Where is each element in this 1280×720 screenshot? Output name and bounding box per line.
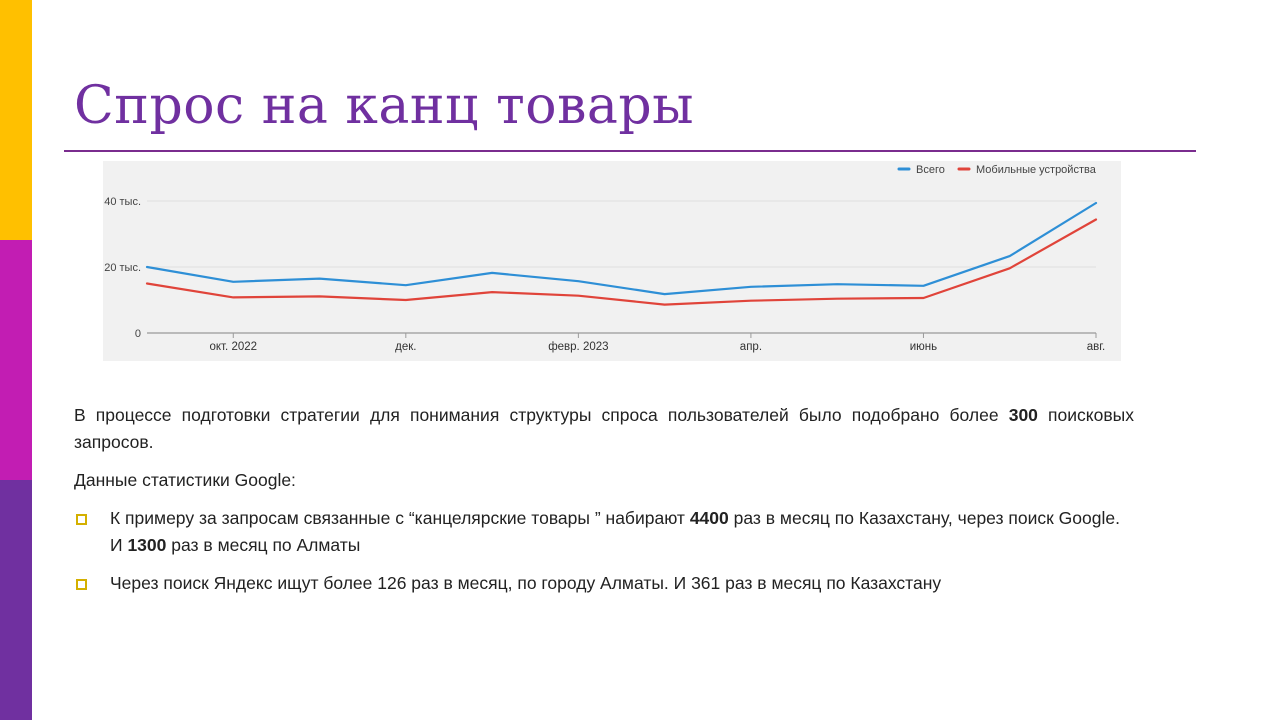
stats-heading: Данные статистики Google: [74,470,296,490]
y-tick-label: 40 тыс. [104,196,141,208]
x-tick-label: февр. 2023 [548,341,608,353]
square-bullet-icon [76,579,87,590]
demand-chart: 0 20 тыс. 40 тыс. окт. 2022 дек. февр. 2023 ап… [103,161,1121,361]
legend-label: Всего [916,164,945,176]
intro-text-end: поисковых запросов. [74,405,1135,452]
bullet1-text-a: К примеру за запросам связанные с “канце… [110,508,690,528]
accent-bar-purple [0,480,32,720]
intro-text-start: В процессе подготовки стратегии для пони… [74,405,1009,425]
x-tick-label: июнь [910,341,937,353]
chart-svg: 0 20 тыс. 40 тыс. окт. 2022 дек. февр. 2023 ап… [104,164,1105,353]
square-bullet-icon [76,514,87,525]
x-tick-label: окт. 2022 [210,341,258,353]
y-tick-label: 20 тыс. [104,262,141,274]
x-tick-label: дек. [395,341,416,353]
google-almaty-count: 1300 [127,535,167,555]
legend-label: Мобильные устройства [976,164,1097,176]
accent-bar-magenta [0,240,32,480]
series-line-total [145,201,1098,296]
x-tick-label: апр. [740,341,762,353]
chart-grid: 0 20 тыс. 40 тыс. окт. 2022 дек. февр. 2023 ап… [104,196,1105,353]
bullet1-text-d: раз в месяц по Алматы [166,535,361,555]
list-item: К примеру за запросам связанные с “канце… [74,505,1134,559]
list-item: Через поиск Яндекс ищут более 126 раз в … [74,570,1134,597]
slide-title: Спрос на канц товары [74,76,695,136]
stats-list: К примеру за запросам связанные с “канце… [74,505,1134,597]
bullet2-text: Через поиск Яндекс ищут более 126 раз в … [110,573,942,593]
slide-body: В процессе подготовки стратегии для пони… [74,402,1134,608]
chart-series [145,201,1098,306]
chart-legend: Всего Мобильные устройства [897,164,1097,176]
bullet1-text-c: раз в месяц по Казахстану, через поиск G… [110,508,1120,555]
title-divider [64,150,1196,152]
intro-paragraph: В процессе подготовки стратегии для пони… [74,402,1134,456]
y-tick-label: 0 [135,328,141,340]
series-line-mobile [145,218,1098,306]
google-kz-count: 4400 [689,508,729,528]
accent-bar-yellow [0,0,32,240]
x-tick-label: авг. [1087,341,1106,353]
query-count-value: 300 [1008,405,1038,425]
